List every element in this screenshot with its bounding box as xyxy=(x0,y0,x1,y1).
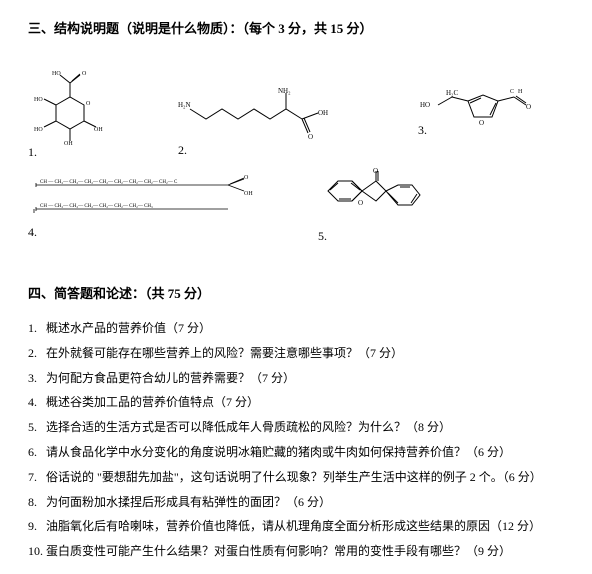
q-text: 概述水产品的营养价值（7 分） xyxy=(46,321,211,335)
q-text: 油脂氧化后有哈喇味，营养价值也降低，请从机理角度全面分析形成这些结果的原因（12… xyxy=(46,519,541,533)
svg-text:HO: HO xyxy=(34,97,43,103)
q-text: 俗话说的 "要想甜先加盐"，这句话说明了什么现象？列举生产生活中这样的例子 2 … xyxy=(46,470,542,484)
question-item: 5.选择合适的生活方式是否可以降低成年人骨质疏松的风险？为什么？（8 分） xyxy=(28,419,564,436)
q-text: 为何面粉加水揉捏后形成具有粘弹性的面团？（6 分） xyxy=(46,495,331,509)
svg-text:H₂N: H₂N xyxy=(178,101,191,109)
struct-2-num: 2. xyxy=(178,143,187,157)
question-item: 4.概述谷类加工品的营养价值特点（7 分） xyxy=(28,394,564,411)
q-num: 6. xyxy=(28,444,46,461)
svg-text:O: O xyxy=(244,175,249,181)
q-text: 概述谷类加工品的营养价值特点（7 分） xyxy=(46,395,259,409)
struct-2: H₂N NH₂ OH O 2. xyxy=(178,85,338,158)
struct-5: O O 5. xyxy=(318,167,438,244)
svg-text:OH: OH xyxy=(64,141,73,145)
q-num: 9. xyxy=(28,518,46,535)
lysine-diagram: H₂N NH₂ OH O xyxy=(178,85,338,143)
svg-text:CH — CH₂— CH₂— CH₂— CH₂— CH₂—: CH — CH₂— CH₂— CH₂— CH₂— CH₂— CH₂— CH₃ xyxy=(40,204,153,209)
fatty-acid-diagram: CH — CH₂— CH₂— CH₂— CH₂— CH₂— CH₂— CH₂— … xyxy=(28,173,268,225)
q-num: 4. xyxy=(28,394,46,411)
q-num: 7. xyxy=(28,469,46,486)
svg-text:NH₂: NH₂ xyxy=(278,87,291,95)
struct-1-num: 1. xyxy=(28,145,37,159)
q-num: 8. xyxy=(28,494,46,511)
svg-text:CH — CH₂— CH₂— CH₂— CH₂— CH₂—: CH — CH₂— CH₂— CH₂— CH₂— CH₂— CH₂— CH₂— … xyxy=(40,180,178,185)
svg-text:HO: HO xyxy=(420,101,430,109)
question-item: 10.蛋白质变性可能产生什么结果？对蛋白性质有何影响？常用的变性手段有哪些？（9… xyxy=(28,543,564,560)
svg-text:OH: OH xyxy=(94,127,103,133)
struct-1: HO O O HO HO OH OH 1. xyxy=(28,67,108,160)
q-text: 在外就餐可能存在哪些营养上的风险？需要注意哪些事项？（7 分） xyxy=(46,346,403,360)
svg-text:O: O xyxy=(82,71,87,77)
struct-4: CH — CH₂— CH₂— CH₂— CH₂— CH₂— CH₂— CH₂— … xyxy=(28,173,268,240)
svg-text:C: C xyxy=(510,89,514,95)
q-num: 10. xyxy=(28,543,46,560)
section4-title: 四、简答题和论述：（共 75 分） xyxy=(28,283,564,302)
question-item: 8.为何面粉加水揉捏后形成具有粘弹性的面团？（6 分） xyxy=(28,494,564,511)
struct-5-num: 5. xyxy=(318,229,327,243)
question-item: 6.请从食品化学中水分变化的角度说明冰箱贮藏的猪肉或牛肉如何保持营养价值？（6 … xyxy=(28,444,564,461)
flavone-diagram: O O xyxy=(318,167,438,229)
svg-text:O: O xyxy=(86,101,91,107)
questions-list: 1.概述水产品的营养价值（7 分） 2.在外就餐可能存在哪些营养上的风险？需要注… xyxy=(28,320,564,560)
svg-text:HO: HO xyxy=(34,127,43,133)
struct-3: O HO H₂C O C H 3. xyxy=(418,83,538,146)
question-item: 7.俗话说的 "要想甜先加盐"，这句话说明了什么现象？列举生产生活中这样的例子 … xyxy=(28,469,564,486)
q-text: 选择合适的生活方式是否可以降低成年人骨质疏松的风险？为什么？（8 分） xyxy=(46,420,451,434)
svg-text:H₂C: H₂C xyxy=(446,89,458,97)
hmf-diagram: O HO H₂C O C H xyxy=(418,83,538,131)
svg-text:O: O xyxy=(358,199,363,207)
svg-text:H: H xyxy=(518,89,523,95)
struct-4-num: 4. xyxy=(28,225,37,239)
svg-text:O: O xyxy=(373,167,378,175)
svg-text:O: O xyxy=(526,103,531,111)
glucuronic-acid-diagram: HO O O HO HO OH OH xyxy=(28,67,108,145)
q-text: 请从食品化学中水分变化的角度说明冰箱贮藏的猪肉或牛肉如何保持营养价值？（6 分） xyxy=(46,445,511,459)
question-item: 3.为何配方食品更符合幼儿的营养需要？（7 分） xyxy=(28,370,564,387)
question-item: 9.油脂氧化后有哈喇味，营养价值也降低，请从机理角度全面分析形成这些结果的原因（… xyxy=(28,518,564,535)
section3-title: 三、结构说明题（说明是什么物质）：（每个 3 分，共 15 分） xyxy=(28,18,564,37)
q-text: 为何配方食品更符合幼儿的营养需要？（7 分） xyxy=(46,371,295,385)
svg-text:OH: OH xyxy=(318,109,328,117)
svg-text:O: O xyxy=(308,133,313,141)
svg-text:HO: HO xyxy=(52,71,61,77)
q-num: 3. xyxy=(28,370,46,387)
question-item: 2.在外就餐可能存在哪些营养上的风险？需要注意哪些事项？（7 分） xyxy=(28,345,564,362)
q-num: 2. xyxy=(28,345,46,362)
svg-text:O: O xyxy=(479,119,484,127)
struct-3-num: 3. xyxy=(418,123,427,137)
q-num: 5. xyxy=(28,419,46,436)
structures-container: HO O O HO HO OH OH 1. H₂N NH₂ OH O 2. xyxy=(28,55,564,255)
question-item: 1.概述水产品的营养价值（7 分） xyxy=(28,320,564,337)
svg-text:OH: OH xyxy=(244,191,253,197)
q-text: 蛋白质变性可能产生什么结果？对蛋白性质有何影响？常用的变性手段有哪些？（9 分） xyxy=(46,544,511,558)
q-num: 1. xyxy=(28,320,46,337)
